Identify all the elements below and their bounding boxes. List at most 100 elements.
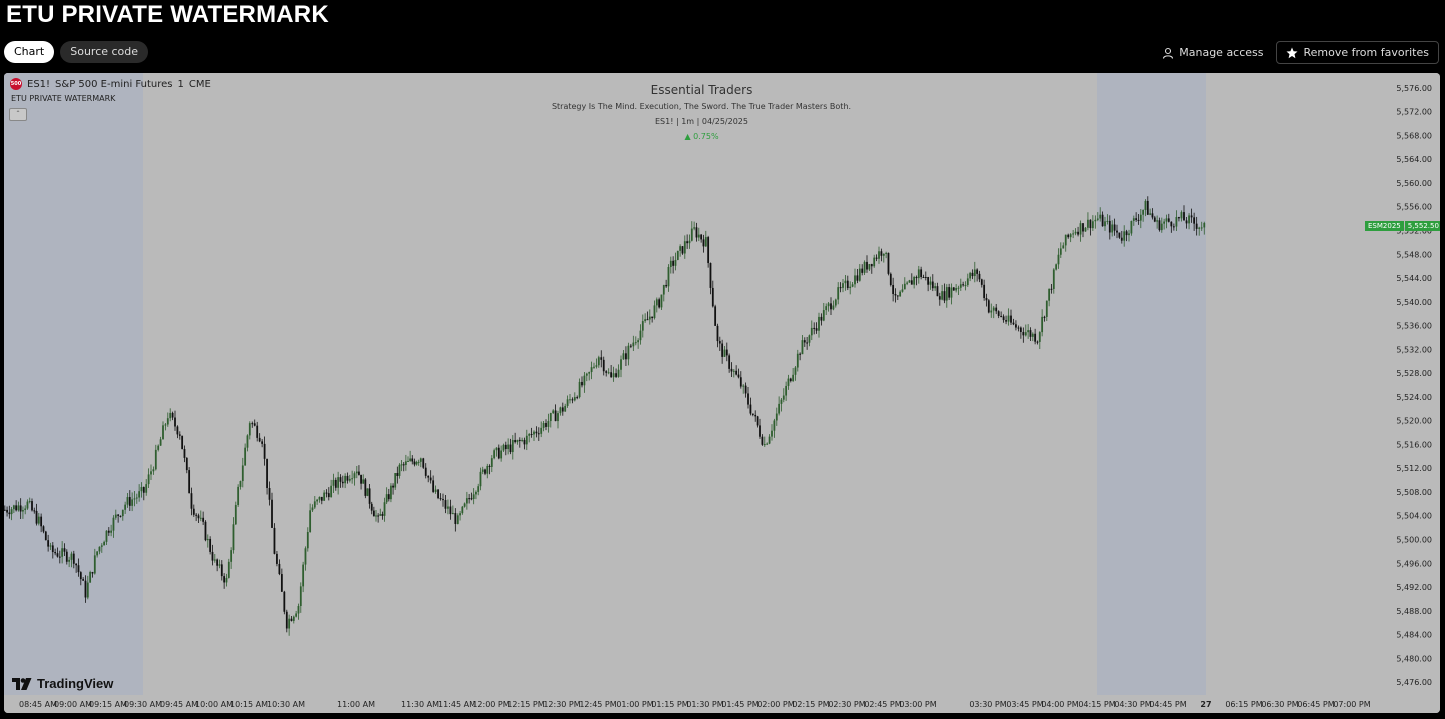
y-tick-label: 5,476.00 (1396, 678, 1432, 687)
candle-body (1079, 223, 1082, 235)
candle-body (1180, 212, 1183, 219)
candle-body (1043, 316, 1046, 318)
candle-body (427, 475, 430, 478)
candle-body (787, 378, 790, 386)
candle-body (943, 291, 946, 301)
indicator-label[interactable]: ETU PRIVATE WATERMARK (11, 94, 116, 103)
candle-body (617, 369, 620, 377)
candle-body (1151, 213, 1154, 218)
candle-body (472, 494, 475, 500)
manage-access-button[interactable]: Manage access (1162, 42, 1264, 64)
candle-body (651, 316, 654, 319)
candle-body (866, 261, 868, 270)
watermark-meta: ES1! | 1m | 04/25/2025 (655, 117, 748, 126)
collapse-legend-button[interactable]: ⌃ (9, 108, 27, 121)
candle-body (1130, 220, 1133, 234)
candle-body (220, 564, 223, 577)
candle-body (1185, 220, 1188, 224)
candle-body (297, 606, 300, 614)
candle-body (465, 498, 468, 504)
candle-body (778, 403, 781, 414)
candle-body (54, 552, 57, 554)
candle-body (934, 286, 937, 289)
candle-body (392, 485, 394, 488)
candle-body (61, 548, 64, 557)
y-tick-label: 5,512.00 (1396, 464, 1432, 473)
candle-body (735, 370, 738, 375)
candle-body (396, 473, 399, 476)
sp500-logo-icon: 500 (10, 78, 22, 90)
tab-source-code[interactable]: Source code (60, 41, 149, 63)
candle-body (355, 471, 358, 474)
contract-label: ESM2025 (1365, 221, 1404, 231)
candle-body (320, 496, 323, 501)
candle-body (295, 613, 298, 617)
candle-body (521, 439, 524, 442)
candle-body (488, 465, 491, 467)
candle-body (1096, 218, 1099, 220)
x-tick-label: 07:00 PM (1333, 700, 1370, 709)
price-chart[interactable]: 5,476.00 5,480.00 5,484.00 5,488.00 5,492.00… (4, 73, 1440, 713)
candle-body (84, 580, 87, 598)
candle-body (990, 310, 993, 313)
x-tick-label: 02:15 PM (792, 700, 829, 709)
candle-body (950, 287, 953, 298)
watermark-change: ▲ 0.75% (684, 132, 719, 141)
candle-body (732, 370, 735, 372)
remove-favorites-button[interactable]: Remove from favorites (1275, 41, 1439, 64)
candle-body (880, 251, 883, 256)
candle-body (693, 227, 696, 229)
candle-body (166, 418, 169, 425)
tradingview-logo[interactable]: TradingView (12, 676, 113, 691)
candle-body (112, 517, 115, 531)
y-tick-label: 5,524.00 (1396, 393, 1432, 402)
candle-body (131, 499, 134, 506)
candle-body (1125, 231, 1128, 236)
candle-body (559, 407, 562, 414)
symbol-legend[interactable]: 500 ES1! S&P 500 E-mini Futures 1 CME (10, 78, 211, 90)
candle-body (540, 427, 543, 434)
candle-body (549, 413, 552, 422)
candle-body (648, 316, 651, 320)
candle-body (1017, 327, 1020, 329)
candle-body (885, 252, 888, 254)
candle-body (49, 545, 52, 547)
candle-body (1072, 233, 1075, 235)
candle-body (523, 439, 526, 445)
candle-body (124, 504, 127, 510)
candle-body (667, 267, 670, 287)
candle-body (585, 373, 588, 376)
user-icon (1163, 47, 1174, 59)
candle-body (690, 228, 693, 241)
candle-body (1069, 234, 1072, 238)
chart-panel[interactable]: 5,476.00 5,480.00 5,484.00 5,488.00 5,492.00… (4, 73, 1440, 713)
candle-body (339, 477, 342, 482)
candle-body (402, 464, 405, 466)
candle-body (868, 264, 871, 270)
candle-body (957, 287, 960, 289)
tab-chart[interactable]: Chart (4, 41, 55, 63)
candle-body (227, 561, 230, 578)
candle-body (1108, 220, 1111, 233)
candle-body (479, 471, 482, 487)
x-tick-label: 03:30 PM (969, 700, 1006, 709)
candle-body (1118, 232, 1121, 238)
candle-body (569, 399, 571, 401)
candle-body (372, 510, 375, 517)
candle-body (903, 283, 906, 290)
x-tick-label: 03:45 PM (1006, 700, 1043, 709)
candle-body (922, 276, 925, 278)
candle-body (1104, 221, 1106, 227)
candle-body (434, 489, 437, 492)
candle-body (756, 416, 759, 426)
candle-body (1062, 245, 1065, 249)
candle-body (370, 503, 373, 511)
y-tick-label: 5,528.00 (1396, 369, 1432, 378)
candle-body (718, 341, 721, 344)
candle-body (1087, 219, 1089, 228)
candle-body (174, 417, 176, 427)
candle-body (75, 563, 78, 566)
candle-body (422, 458, 425, 468)
watermark-block: Essential Traders Strategy Is The Mind. … (4, 83, 1399, 141)
candle-body (658, 299, 661, 308)
